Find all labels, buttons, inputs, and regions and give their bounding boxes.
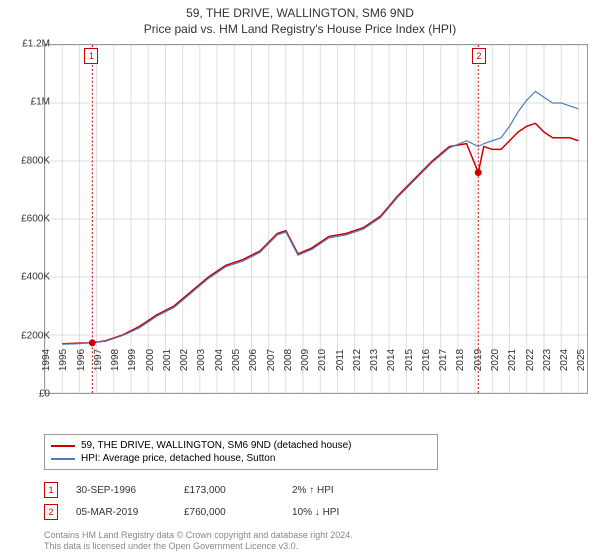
y-tick-label: £1.2M xyxy=(10,39,50,50)
x-tick-label: 2002 xyxy=(179,349,190,371)
sale-row: 1 30-SEP-1996 £173,000 2% ↑ HPI xyxy=(44,482,382,498)
x-tick-label: 2024 xyxy=(559,349,570,371)
x-tick-label: 2021 xyxy=(507,349,518,371)
x-tick-label: 2008 xyxy=(283,349,294,371)
x-tick-label: 2005 xyxy=(231,349,242,371)
x-tick-label: 2014 xyxy=(386,349,397,371)
x-tick-label: 2015 xyxy=(404,349,415,371)
x-tick-label: 1996 xyxy=(76,349,87,371)
sale-row-marker: 1 xyxy=(44,482,58,498)
line-chart xyxy=(44,44,588,394)
x-tick-label: 2017 xyxy=(438,349,449,371)
x-tick-label: 2007 xyxy=(266,349,277,371)
y-tick-label: £0 xyxy=(10,389,50,400)
legend-swatch xyxy=(51,458,75,460)
legend-label: 59, THE DRIVE, WALLINGTON, SM6 9ND (deta… xyxy=(81,440,351,451)
x-tick-label: 2022 xyxy=(525,349,536,371)
x-tick-label: 2004 xyxy=(214,349,225,371)
y-tick-label: £400K xyxy=(10,272,50,283)
legend-swatch xyxy=(51,445,75,447)
y-tick-label: £800K xyxy=(10,155,50,166)
x-tick-label: 2001 xyxy=(162,349,173,371)
x-tick-label: 2019 xyxy=(473,349,484,371)
x-tick-label: 2023 xyxy=(542,349,553,371)
x-tick-label: 1997 xyxy=(93,349,104,371)
sale-price: £760,000 xyxy=(184,507,274,518)
sale-marker-box: 2 xyxy=(472,48,486,64)
x-tick-label: 2003 xyxy=(196,349,207,371)
x-tick-label: 2012 xyxy=(352,349,363,371)
sale-delta: 10% ↓ HPI xyxy=(292,507,382,518)
x-tick-label: 2011 xyxy=(335,349,346,371)
sale-row: 2 05-MAR-2019 £760,000 10% ↓ HPI xyxy=(44,504,382,520)
x-tick-label: 1998 xyxy=(110,349,121,371)
attribution: Contains HM Land Registry data © Crown c… xyxy=(44,530,353,552)
x-tick-label: 2000 xyxy=(145,349,156,371)
page-title: 59, THE DRIVE, WALLINGTON, SM6 9ND xyxy=(0,0,600,20)
x-tick-label: 1994 xyxy=(41,349,52,371)
x-tick-label: 2010 xyxy=(317,349,328,371)
x-tick-label: 2020 xyxy=(490,349,501,371)
y-tick-label: £200K xyxy=(10,330,50,341)
x-tick-label: 2009 xyxy=(300,349,311,371)
x-tick-label: 1999 xyxy=(127,349,138,371)
x-tick-label: 2013 xyxy=(369,349,380,371)
attribution-line-2: This data is licensed under the Open Gov… xyxy=(44,541,353,552)
chart-container: 59, THE DRIVE, WALLINGTON, SM6 9ND Price… xyxy=(0,0,600,560)
sale-marker-box: 1 xyxy=(84,48,98,64)
x-tick-label: 2016 xyxy=(421,349,432,371)
x-tick-label: 1995 xyxy=(58,349,69,371)
x-tick-label: 2025 xyxy=(576,349,587,371)
legend-item: 59, THE DRIVE, WALLINGTON, SM6 9ND (deta… xyxy=(51,439,431,452)
x-tick-label: 2006 xyxy=(248,349,259,371)
y-tick-label: £600K xyxy=(10,214,50,225)
sale-row-marker: 2 xyxy=(44,504,58,520)
page-subtitle: Price paid vs. HM Land Registry's House … xyxy=(0,20,600,40)
sale-date: 30-SEP-1996 xyxy=(76,485,166,496)
x-tick-label: 2018 xyxy=(455,349,466,371)
y-tick-label: £1M xyxy=(10,97,50,108)
legend-label: HPI: Average price, detached house, Sutt… xyxy=(81,453,275,464)
legend-item: HPI: Average price, detached house, Sutt… xyxy=(51,452,431,465)
sale-price: £173,000 xyxy=(184,485,274,496)
attribution-line-1: Contains HM Land Registry data © Crown c… xyxy=(44,530,353,541)
sale-delta: 2% ↑ HPI xyxy=(292,485,382,496)
legend: 59, THE DRIVE, WALLINGTON, SM6 9ND (deta… xyxy=(44,434,438,470)
chart-area xyxy=(44,44,588,394)
sale-date: 05-MAR-2019 xyxy=(76,507,166,518)
